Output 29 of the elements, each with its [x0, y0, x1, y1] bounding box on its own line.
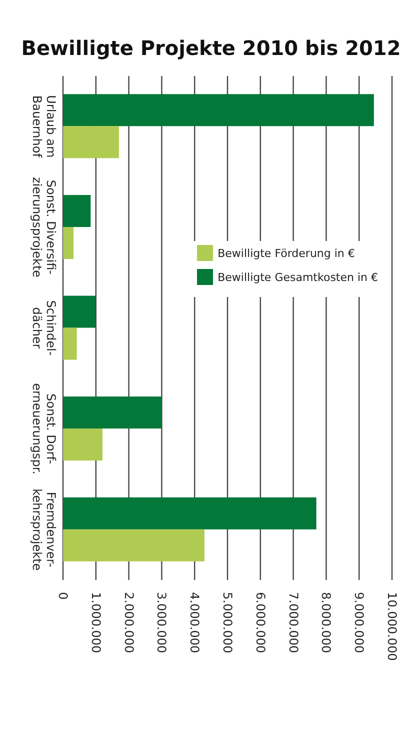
x-tick-label: 5.000.000	[220, 592, 234, 654]
x-tick-label: 1.000.000	[88, 592, 103, 654]
y-tick-label: Schindel- dächer	[30, 300, 58, 356]
bar	[63, 396, 162, 429]
bar	[63, 226, 74, 259]
x-tick-label: 9.000.000	[352, 592, 366, 654]
bar	[63, 428, 102, 461]
y-tick-label: Sonst. Diversifi- zierungsprojekte	[30, 176, 58, 278]
bar	[63, 194, 91, 227]
x-tick-label: 10.000.000	[385, 592, 399, 661]
x-tick-label: 2.000.000	[122, 592, 136, 654]
y-tick-label: Fremdenver- kehrsprojekte	[30, 488, 58, 571]
x-tick-label: 6.000.000	[253, 592, 268, 654]
y-tick-label: Sonst. Dorf- erneuerungspr.	[30, 383, 58, 474]
legend-label: Bewilligte Gesamtkosten in €	[218, 270, 378, 284]
x-tick-label: 0	[56, 592, 70, 600]
bar	[63, 529, 204, 562]
x-tick-label: 8.000.000	[319, 592, 334, 654]
bar	[63, 497, 316, 530]
legend-label: Bewilligte Förderung in €	[218, 246, 355, 260]
chart-title: Bewilligte Projekte 2010 bis 2012	[20, 35, 402, 62]
bar	[63, 296, 96, 328]
bar	[63, 328, 77, 360]
x-tick-label: 3.000.000	[154, 592, 169, 654]
bar	[63, 94, 374, 126]
x-tick-label: 7.000.000	[286, 592, 300, 654]
x-tick-label: 4.000.000	[188, 592, 202, 654]
y-tick-label: Urlaub am Bauernhof	[30, 95, 58, 158]
bar	[63, 126, 119, 158]
